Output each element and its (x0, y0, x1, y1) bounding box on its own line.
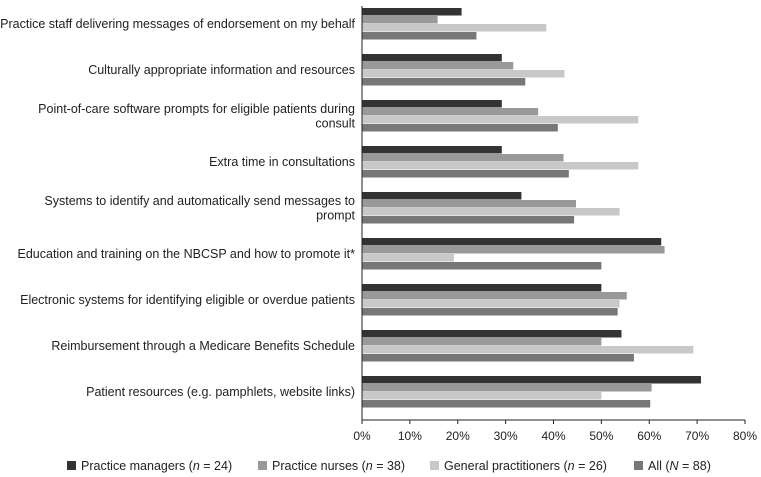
bar (362, 238, 662, 246)
legend-swatch (258, 461, 267, 470)
bar (362, 154, 564, 162)
legend-swatch (67, 461, 76, 470)
bar (362, 338, 602, 346)
legend-label: Practice nurses (n = 38) (272, 459, 405, 473)
bar (362, 354, 634, 362)
category-label: Culturally appropriate information and r… (88, 63, 355, 77)
bar (362, 8, 462, 16)
x-axis: 0% 10% 20% 30% 40% 50% 60% 70% 80% (353, 6, 757, 443)
bar (362, 246, 665, 254)
bar (362, 392, 602, 400)
bar (362, 292, 627, 300)
bar (362, 308, 618, 316)
x-tick-label: 70% (685, 429, 709, 443)
legend-label: All (N = 88) (648, 459, 711, 473)
bar (362, 16, 438, 24)
bar (362, 346, 694, 354)
category-label: Systems to identify and automatically se… (44, 194, 355, 223)
category-label: Point-of-care software prompts for eligi… (38, 102, 355, 131)
x-tick-label: 20% (446, 429, 470, 443)
bars (362, 8, 701, 408)
x-tick-label: 30% (494, 429, 518, 443)
legend-swatch (430, 461, 439, 470)
category-label: Practice staff delivering messages of en… (0, 17, 355, 31)
x-tick-label: 80% (733, 429, 757, 443)
bar (362, 192, 522, 200)
legend-label: General practitioners (n = 26) (444, 459, 607, 473)
category-label: Education and training on the NBCSP and … (18, 247, 356, 261)
x-tick-label: 10% (398, 429, 422, 443)
bar (362, 100, 502, 108)
bar (362, 32, 477, 40)
bar (362, 70, 565, 78)
bar (362, 208, 620, 216)
x-tick-label: 50% (589, 429, 613, 443)
category-label: Reimbursement through a Medicare Benefit… (51, 339, 355, 353)
bar (362, 200, 577, 208)
category-label: Extra time in consultations (209, 155, 355, 169)
bar (362, 216, 575, 224)
bar (362, 54, 502, 62)
bar (362, 384, 652, 392)
bar (362, 24, 547, 32)
bar (362, 300, 620, 308)
legend: Practice managers (n = 24) Practice nurse… (67, 459, 711, 473)
bar (362, 376, 701, 384)
legend-label: Practice managers (n = 24) (81, 459, 232, 473)
bar (362, 62, 514, 70)
bar (362, 116, 639, 124)
x-tick-label: 40% (541, 429, 565, 443)
category-label: Electronic systems for identifying eligi… (20, 293, 355, 307)
legend-swatch (634, 461, 643, 470)
bar (362, 284, 602, 292)
bar (362, 124, 558, 132)
x-tick-label: 60% (637, 429, 661, 443)
bar (362, 170, 569, 178)
bar (362, 254, 454, 262)
bar (362, 78, 526, 86)
x-tick-label: 0% (353, 429, 371, 443)
bar (362, 146, 502, 154)
bar (362, 108, 539, 116)
bar (362, 330, 622, 338)
category-label: Patient resources (e.g. pamphlets, websi… (86, 385, 355, 399)
bar (362, 400, 651, 408)
bar (362, 262, 602, 270)
category-labels: Practice staff delivering messages of en… (0, 17, 355, 399)
bar (362, 162, 639, 170)
